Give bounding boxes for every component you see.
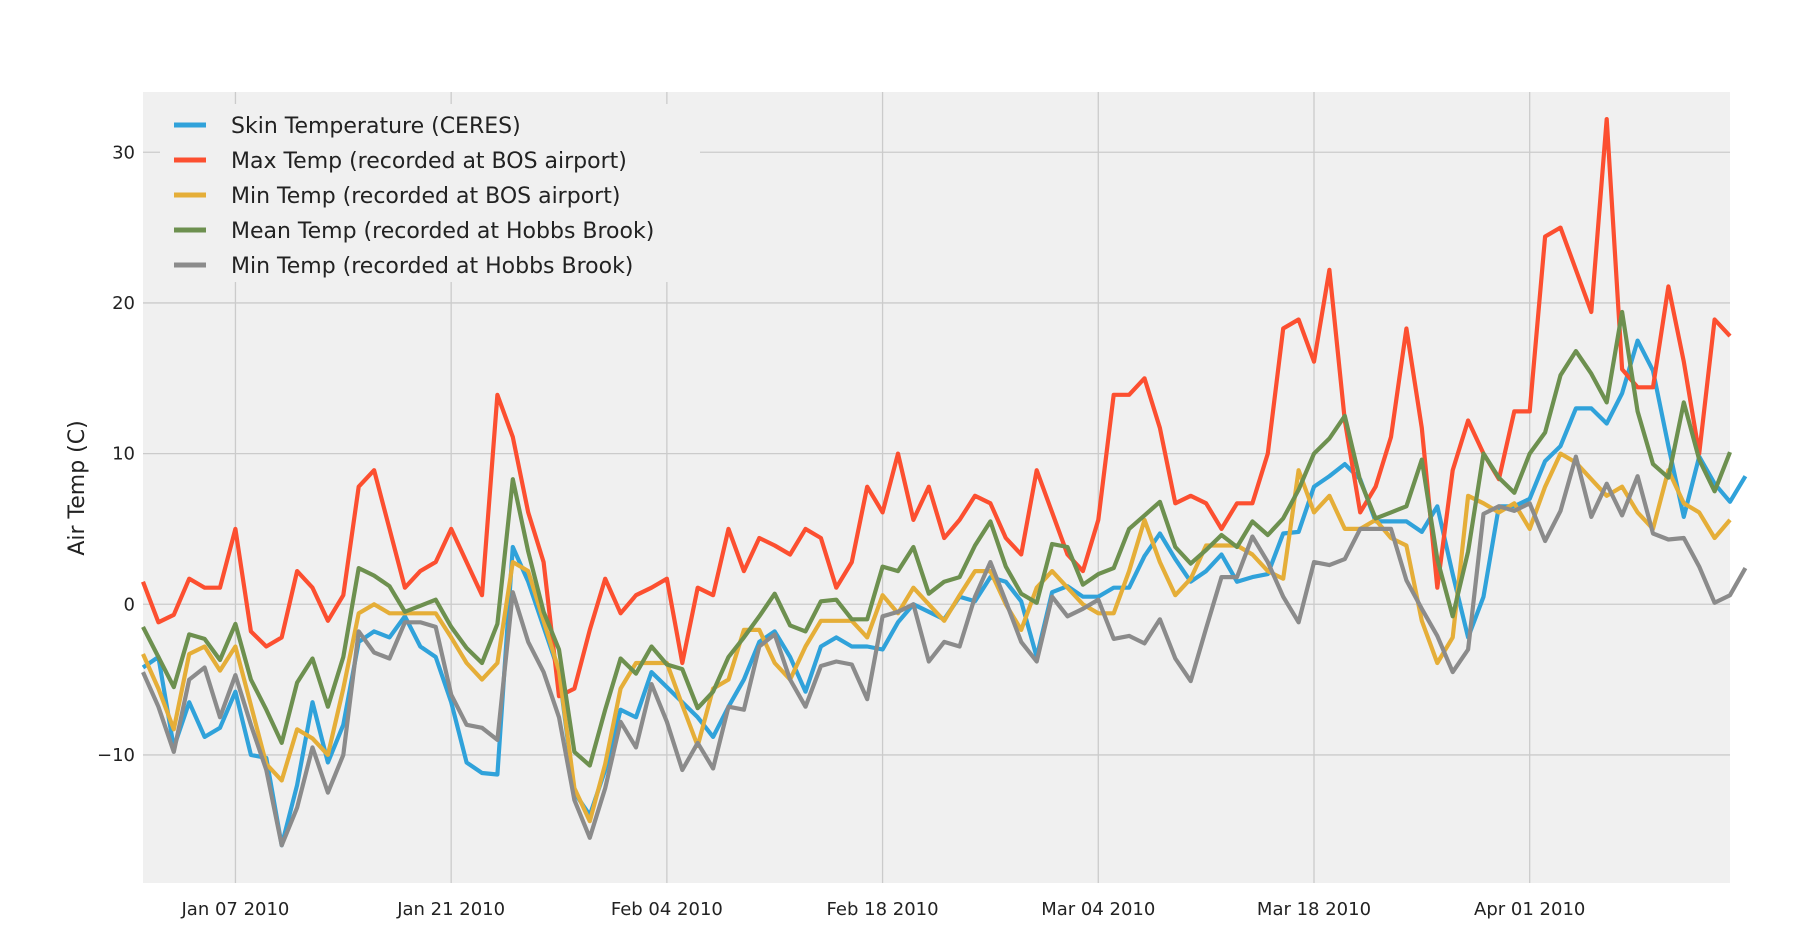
x-axis: Jan 07 2010 Jan 21 2010 Feb 04 2010 Feb 18 … <box>180 899 1585 920</box>
y-axis: −10 0 10 20 30 <box>97 142 135 766</box>
series-line-2 <box>141 116 1732 699</box>
y-axis-title: Air Temp (C) <box>65 420 90 555</box>
x-tick-label: Jan 21 2010 <box>396 899 505 920</box>
x-tick-label: Mar 18 2010 <box>1257 899 1371 920</box>
series-line-4 <box>141 309 1732 768</box>
x-tick-label: Jan 07 2010 <box>180 899 289 920</box>
legend: Skin Temperature (CERES) Max Temp (record… <box>160 104 700 282</box>
y-tick-label: 30 <box>112 142 135 163</box>
x-tick-label: Apr 01 2010 <box>1474 899 1585 920</box>
series-lines <box>141 116 1748 848</box>
series-line-5 <box>141 454 1748 848</box>
legend-label: Mean Temp (recorded at Hobbs Brook) <box>231 219 654 244</box>
x-tick-label: Mar 04 2010 <box>1041 899 1155 920</box>
legend-label: Min Temp (recorded at BOS airport) <box>231 184 620 209</box>
y-tick-label: 10 <box>112 444 135 465</box>
series-line-3 <box>141 451 1732 824</box>
y-tick-label: 20 <box>112 293 135 314</box>
x-tick-label: Feb 18 2010 <box>827 899 939 920</box>
legend-label: Min Temp (recorded at Hobbs Brook) <box>231 254 633 279</box>
y-tick-label: 0 <box>124 594 135 615</box>
legend-label: Max Temp (recorded at BOS airport) <box>231 149 627 174</box>
legend-label: Skin Temperature (CERES) <box>231 114 521 139</box>
x-tick-label: Feb 04 2010 <box>611 899 723 920</box>
y-tick-label: −10 <box>97 745 135 766</box>
legend-box <box>160 104 700 282</box>
